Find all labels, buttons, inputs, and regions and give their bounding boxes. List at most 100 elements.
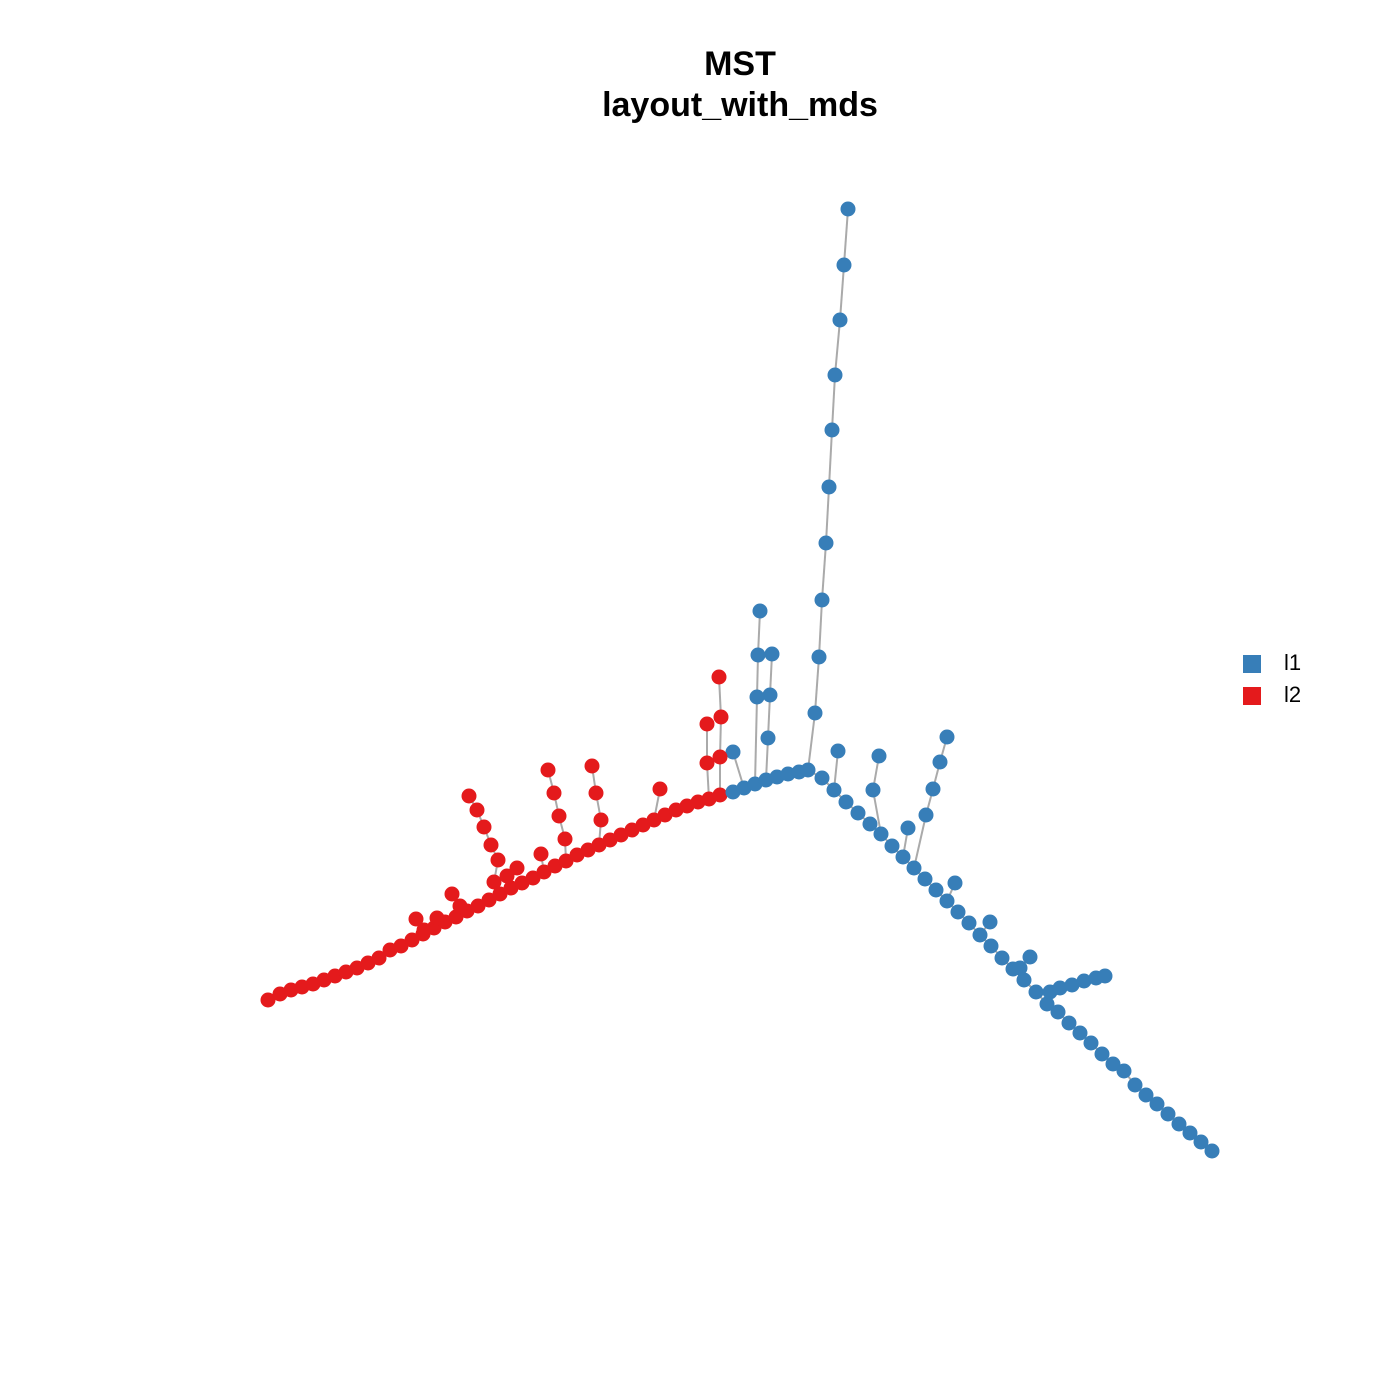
node	[972, 927, 988, 943]
node	[762, 687, 778, 703]
node	[1105, 1056, 1121, 1072]
node	[461, 788, 477, 804]
node	[873, 826, 889, 842]
node	[712, 749, 728, 765]
edge	[913, 814, 927, 869]
node	[699, 716, 715, 732]
node	[871, 748, 887, 764]
edge	[754, 696, 758, 785]
node	[725, 744, 741, 760]
node	[760, 730, 776, 746]
node	[1083, 1035, 1099, 1051]
nodes	[260, 201, 1220, 1159]
node	[584, 758, 600, 774]
node	[551, 808, 567, 824]
node	[711, 669, 727, 685]
legend-swatch	[1243, 687, 1261, 705]
edge	[839, 264, 845, 321]
node	[1160, 1106, 1176, 1122]
node	[546, 785, 562, 801]
node	[827, 367, 843, 383]
edges	[267, 208, 1213, 1152]
node	[536, 864, 552, 880]
node	[699, 755, 715, 771]
node	[1064, 977, 1080, 993]
node	[713, 709, 729, 725]
node	[821, 479, 837, 495]
node	[1097, 968, 1113, 984]
node	[917, 871, 933, 887]
node	[712, 787, 728, 803]
node	[1149, 1096, 1165, 1112]
node	[1116, 1063, 1132, 1079]
chart-subtitle: layout_with_mds	[602, 86, 878, 124]
node	[1050, 1004, 1066, 1020]
node	[814, 592, 830, 608]
node	[1061, 1015, 1077, 1031]
node	[982, 914, 998, 930]
node	[994, 950, 1010, 966]
node	[1028, 984, 1044, 1000]
chart-title: MST	[704, 45, 776, 83]
edge	[818, 599, 823, 658]
node	[1039, 996, 1055, 1012]
legend-swatch	[1243, 655, 1261, 673]
node	[470, 898, 486, 914]
node	[950, 904, 966, 920]
legend-label: l1	[1284, 650, 1301, 675]
node	[925, 781, 941, 797]
node	[906, 860, 922, 876]
node	[1094, 1046, 1110, 1062]
node	[840, 201, 856, 217]
node	[865, 782, 881, 798]
node	[481, 892, 497, 908]
node	[838, 794, 854, 810]
edge	[814, 656, 820, 714]
node	[1012, 960, 1028, 976]
node	[895, 849, 911, 865]
edge	[834, 319, 841, 376]
node	[862, 816, 878, 832]
node	[371, 950, 387, 966]
node	[558, 853, 574, 869]
node	[404, 932, 420, 948]
node	[540, 762, 556, 778]
node	[408, 911, 424, 927]
node	[818, 535, 834, 551]
node	[416, 922, 432, 938]
node	[1127, 1077, 1143, 1093]
node	[499, 868, 515, 884]
node	[961, 915, 977, 931]
node	[469, 802, 485, 818]
node	[1076, 973, 1092, 989]
node	[525, 870, 541, 886]
node	[492, 886, 508, 902]
node	[1022, 949, 1038, 965]
node	[939, 729, 955, 745]
edge	[807, 712, 816, 771]
node	[764, 646, 780, 662]
node	[557, 831, 573, 847]
node	[1052, 980, 1068, 996]
node	[1072, 1025, 1088, 1041]
node	[483, 837, 499, 853]
node	[884, 838, 900, 854]
node	[900, 820, 916, 836]
node	[814, 770, 830, 786]
node	[1182, 1125, 1198, 1141]
node	[1193, 1134, 1209, 1150]
edge	[831, 374, 836, 431]
node	[800, 762, 816, 778]
legend-label: l2	[1284, 682, 1301, 707]
node	[826, 782, 842, 798]
node	[832, 312, 848, 328]
node	[1204, 1143, 1220, 1159]
node	[932, 754, 948, 770]
node	[928, 882, 944, 898]
node	[476, 819, 492, 835]
node	[490, 852, 506, 868]
node	[947, 875, 963, 891]
node	[1171, 1116, 1187, 1132]
node	[918, 807, 934, 823]
